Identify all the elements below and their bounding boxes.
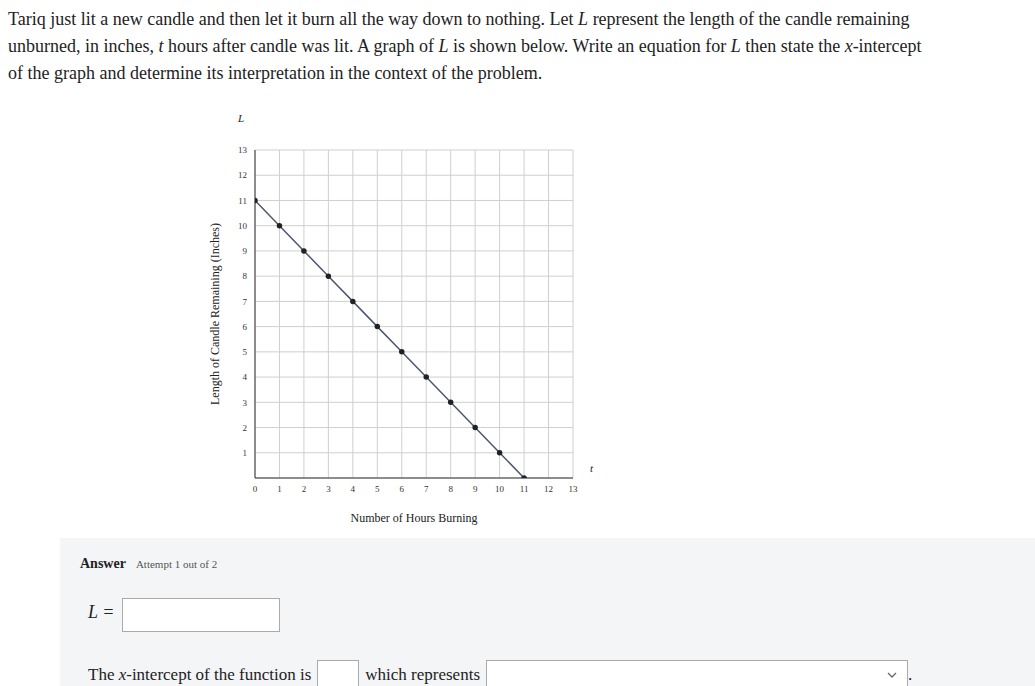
- svg-text:1: 1: [277, 484, 282, 494]
- svg-text:12: 12: [544, 484, 553, 494]
- html-text:which represents: which represents: [365, 665, 480, 684]
- svg-text:4: 4: [243, 372, 248, 382]
- html-text:L: L: [238, 112, 245, 124]
- svg-text:Number of Hours Burning: Number of Hours Burning: [351, 511, 478, 525]
- svg-text:10: 10: [495, 484, 505, 494]
- svg-text:5: 5: [375, 484, 380, 494]
- html-text:Tariq just lit a new candle an: Tariq just lit a new candle and then let…: [8, 9, 910, 29]
- svg-text:3: 3: [326, 484, 331, 494]
- svg-text:9: 9: [243, 246, 248, 256]
- svg-text:10: 10: [238, 221, 248, 231]
- svg-text:8: 8: [243, 271, 248, 281]
- svg-text:1: 1: [243, 448, 248, 458]
- svg-text:2: 2: [243, 423, 248, 433]
- svg-text:11: 11: [520, 484, 529, 494]
- svg-text:7: 7: [243, 297, 248, 307]
- svg-text:6: 6: [400, 484, 405, 494]
- svg-text:13: 13: [238, 145, 248, 155]
- html-text:Answer: Answer: [80, 556, 126, 571]
- svg-text:3: 3: [243, 398, 248, 408]
- html-text:of the graph and determine its: of the graph and determine its interpret…: [8, 63, 543, 83]
- html-text:unburned, in inches, t hours a: unburned, in inches, t hours after candl…: [8, 36, 922, 56]
- svg-text:11: 11: [238, 196, 247, 206]
- svg-text:8: 8: [448, 484, 453, 494]
- svg-text:0: 0: [253, 484, 258, 494]
- html-text:L =: L =: [88, 602, 115, 622]
- svg-text:7: 7: [424, 484, 429, 494]
- html-text:t: t: [590, 462, 594, 474]
- svg-text:9: 9: [473, 484, 478, 494]
- svg-text:2: 2: [302, 484, 307, 494]
- svg-text:5: 5: [243, 347, 248, 357]
- svg-text:4: 4: [351, 484, 356, 494]
- svg-text:12: 12: [238, 170, 247, 180]
- svg-text:6: 6: [243, 322, 248, 332]
- html-text:The x -intercept of the functi: The x -intercept of the function is: [88, 665, 312, 684]
- html-text:Attempt 1 out of 2: Attempt 1 out of 2: [135, 558, 218, 570]
- svg-text:13: 13: [569, 484, 579, 494]
- svg-text:Length of Candle Remaining (In: Length of Candle Remaining (Inches): [208, 223, 222, 405]
